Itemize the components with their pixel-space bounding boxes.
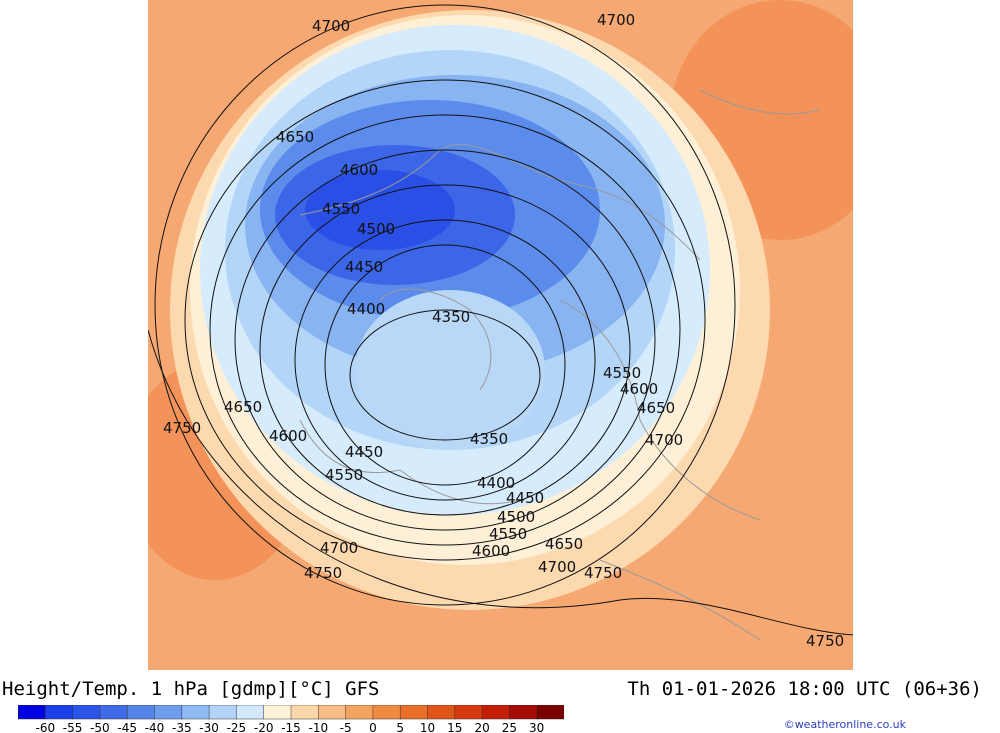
legend-tick-label: -30 — [199, 721, 219, 733]
legend-swatch — [126, 705, 156, 720]
contour-label: 4650 — [637, 399, 675, 417]
contour-label: 4700 — [320, 539, 358, 557]
valid-time: Th 01-01-2026 18:00 UTC (06+36) — [627, 678, 982, 700]
legend-tick-label: 20 — [474, 721, 489, 733]
contour-label: 4550 — [603, 364, 641, 382]
legend-tick-label: -45 — [117, 721, 137, 733]
legend-swatch — [72, 705, 101, 720]
contour-label: 4400 — [347, 300, 385, 318]
legend-swatch — [99, 705, 128, 720]
contour-label: 4750 — [806, 632, 844, 650]
contour-4750 — [148, 329, 853, 636]
contour-label: 4600 — [340, 161, 378, 179]
contour-4700 — [154, 4, 736, 606]
legend-swatch — [399, 705, 429, 720]
contour-label: 4500 — [357, 220, 395, 238]
legend-tick-label: -60 — [35, 721, 55, 733]
legend-swatch — [45, 705, 74, 720]
contour-label: 4600 — [620, 380, 658, 398]
legend-swatch — [263, 705, 292, 720]
contour-label: 4750 — [163, 419, 201, 437]
map-area: 4700 4700 4650 4600 4550 4500 4450 4400 … — [148, 0, 853, 670]
legend-tick-label: -55 — [63, 721, 83, 733]
legend-tick-label: -20 — [254, 721, 274, 733]
legend-swatch — [427, 705, 456, 720]
contour-4650 — [184, 79, 706, 561]
legend-swatch — [181, 705, 210, 720]
legend-tick-label: -5 — [340, 721, 352, 733]
legend-swatch — [236, 705, 265, 720]
contour-4600 — [209, 114, 681, 546]
contour-labels: 4700 4700 4650 4600 4550 4500 4450 4400 … — [163, 11, 844, 650]
legend-tick-label: 10 — [420, 721, 435, 733]
legend-tick-label: -25 — [227, 721, 247, 733]
legend-tick-label: 25 — [502, 721, 517, 733]
contour-label: 4350 — [470, 430, 508, 448]
legend-tick-label: -15 — [281, 721, 301, 733]
contour-label: 4450 — [506, 489, 544, 507]
color-legend: -60 -55 -50 -45 -40 -35 -30 -25 -20 -15 -10 -5 0 5 10 1… — [18, 705, 564, 733]
legend-tick-label: 0 — [369, 721, 377, 733]
legend-swatch — [18, 705, 47, 720]
contour-label: 4650 — [276, 128, 314, 146]
contour-label: 4550 — [325, 466, 363, 484]
credit-link[interactable]: ©weatheronline.co.uk — [783, 718, 906, 731]
contour-4400 — [324, 244, 566, 486]
contour-label: 4550 — [489, 525, 527, 543]
legend-swatch — [208, 705, 238, 720]
legend-swatch — [318, 705, 347, 720]
contour-4500 — [259, 184, 631, 516]
legend-tick-label: 15 — [447, 721, 462, 733]
legend-swatch — [290, 705, 320, 720]
legend-tick-label: -10 — [308, 721, 328, 733]
contour-label: 4700 — [312, 17, 350, 35]
legend-swatch — [345, 705, 374, 720]
legend-swatch — [372, 705, 401, 720]
contour-label: 4450 — [345, 258, 383, 276]
contour-label: 4750 — [304, 564, 342, 582]
contour-label: 4700 — [538, 558, 576, 576]
contour-label: 4700 — [597, 11, 635, 29]
contour-label: 4600 — [472, 542, 510, 560]
height-contours — [148, 4, 853, 636]
contour-label: 4500 — [497, 508, 535, 526]
contour-label: 4450 — [345, 443, 383, 461]
legend-tick-label: 30 — [529, 721, 544, 733]
contour-label: 4700 — [645, 431, 683, 449]
legend-tick-label: -35 — [172, 721, 192, 733]
contour-label: 4350 — [432, 308, 470, 326]
legend-tick-label: -40 — [145, 721, 165, 733]
contour-label: 4650 — [545, 535, 583, 553]
contour-4450 — [294, 219, 596, 501]
legend-tick-label: 5 — [396, 721, 404, 733]
legend-swatch — [454, 705, 483, 720]
contour-4350 — [349, 309, 541, 441]
contour-label: 4550 — [322, 200, 360, 218]
map-title: Height/Temp. 1 hPa [gdmp][°C] GFS — [2, 678, 380, 700]
contour-label: 4650 — [224, 398, 262, 416]
contour-label: 4400 — [477, 474, 515, 492]
coastlines — [299, 89, 821, 641]
legend-swatch — [509, 705, 538, 720]
contour-label: 4600 — [269, 427, 307, 445]
contour-4550 — [234, 149, 656, 531]
cold-core — [305, 170, 455, 250]
legend-swatch — [481, 705, 511, 720]
legend-swatch — [154, 705, 183, 720]
contour-label: 4750 — [584, 564, 622, 582]
legend-swatch — [536, 705, 564, 720]
legend-tick-label: -50 — [90, 721, 110, 733]
polar-interior — [355, 290, 545, 450]
